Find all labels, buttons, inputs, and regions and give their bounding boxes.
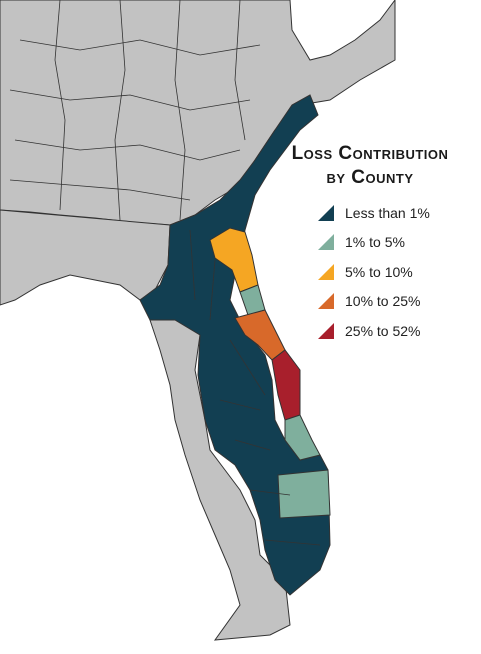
legend-label: 10% to 25% [345,293,421,310]
legend-item: Less than 1% [318,198,478,228]
legend-label: 1% to 5% [345,234,405,251]
legend-item: 5% to 10% [318,257,478,287]
swatch-icon [318,322,334,339]
legend-title-line1: Loss Contribution [291,143,449,164]
region-25-to-52 [271,349,301,421]
legend-title: Loss Contribution by County [270,142,470,190]
peninsula-gray-west [149,299,291,641]
swatch-icon [318,234,334,251]
legend-item: 10% to 25% [318,287,478,317]
legend: Less than 1% 1% to 5% 5% to 10% 10% to 2… [318,198,478,346]
georgia-alabama-land [0,0,396,226]
panhandle-land [0,209,171,306]
legend-label: Less than 1% [345,204,430,221]
legend-item: 25% to 52% [318,316,478,346]
swatch-icon [318,263,334,280]
county-lines [9,0,321,546]
swatch-icon [318,204,334,221]
region-1-to-5-south [277,414,331,519]
legend-title-line2: by County [326,167,414,188]
legend-item: 1% to 5% [318,228,478,258]
swatch-icon [318,293,334,310]
legend-label: 5% to 10% [345,263,413,280]
legend-label: 25% to 52% [345,322,421,339]
